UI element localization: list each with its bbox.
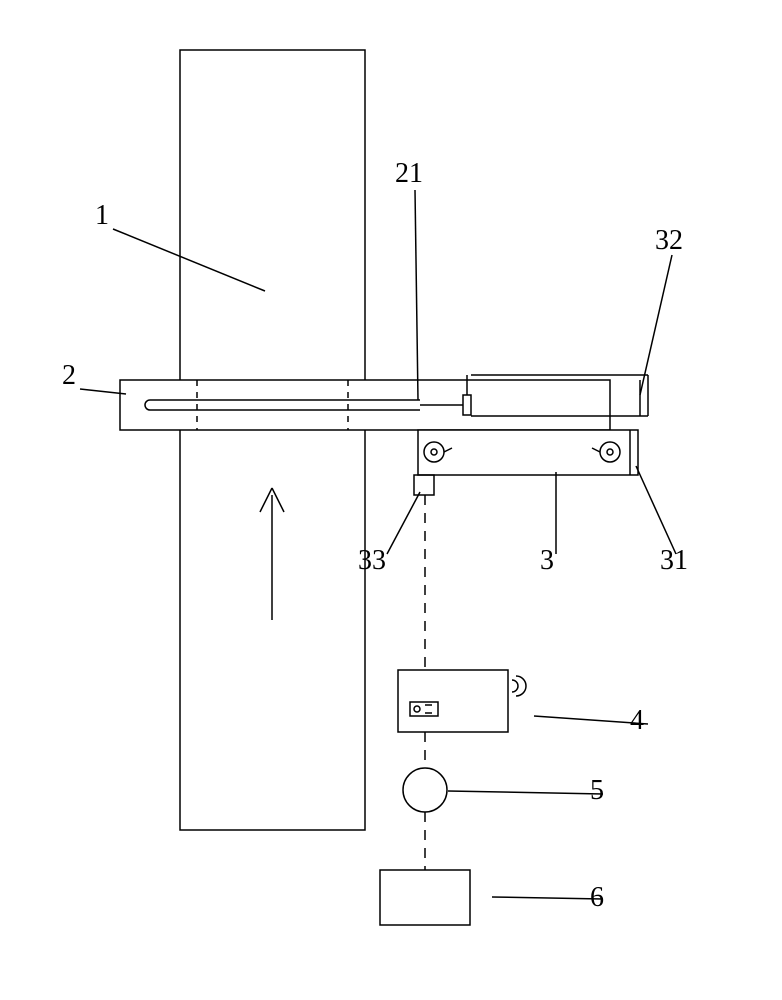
leader-6 bbox=[492, 897, 603, 899]
label-4: 4 bbox=[630, 705, 644, 737]
diagram-svg bbox=[0, 0, 782, 1000]
arm-3 bbox=[418, 430, 638, 475]
box-6 bbox=[380, 870, 470, 925]
label-1: 1 bbox=[95, 200, 109, 232]
bar-2 bbox=[120, 380, 610, 430]
leader-2 bbox=[80, 389, 126, 394]
signal-arc-1 bbox=[512, 680, 518, 692]
connector-block bbox=[463, 395, 471, 415]
label-5: 5 bbox=[590, 775, 604, 807]
leader-32 bbox=[640, 255, 672, 395]
label-2: 2 bbox=[62, 360, 76, 392]
diagram-canvas: 1 2 21 32 3 31 33 4 5 6 bbox=[0, 0, 782, 1000]
leader-33 bbox=[387, 492, 420, 554]
circle-5 bbox=[403, 768, 447, 812]
column-1 bbox=[180, 50, 365, 830]
label-21: 21 bbox=[395, 158, 423, 190]
leader-21 bbox=[415, 190, 418, 400]
label-33: 33 bbox=[358, 545, 386, 577]
label-31: 31 bbox=[660, 545, 688, 577]
leader-1 bbox=[113, 229, 265, 291]
label-3: 3 bbox=[540, 545, 554, 577]
box-33 bbox=[414, 475, 434, 495]
leader-5 bbox=[448, 791, 603, 794]
label-32: 32 bbox=[655, 225, 683, 257]
label-6: 6 bbox=[590, 882, 604, 914]
box-4 bbox=[398, 670, 508, 732]
leader-31 bbox=[636, 466, 676, 554]
